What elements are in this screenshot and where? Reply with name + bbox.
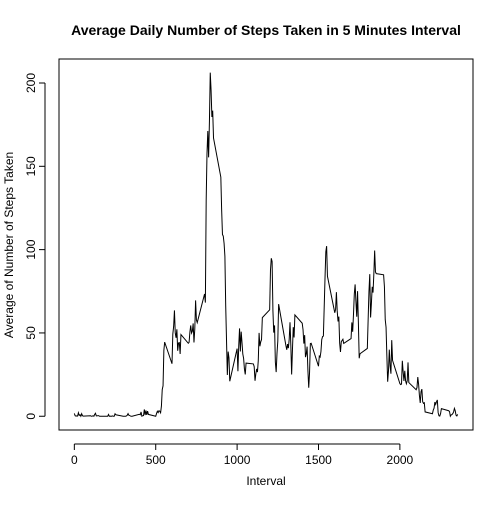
y-tick-label: 150: [24, 156, 38, 176]
x-tick-label: 500: [146, 453, 166, 467]
x-tick-label: 2000: [387, 453, 414, 467]
y-tick-label: 0: [24, 413, 38, 420]
y-tick-label: 200: [24, 73, 38, 93]
y-tick-label: 100: [24, 239, 38, 259]
x-tick-label: 1000: [224, 453, 251, 467]
plot-box: [58, 58, 474, 431]
data-line: [73, 72, 459, 418]
x-tick-label: 1500: [305, 453, 332, 467]
y-tick-label: 50: [24, 326, 38, 340]
y-axis-label: Average of Number of Steps Taken: [2, 152, 16, 338]
x-tick-label: 0: [71, 453, 78, 467]
chart-title: Average Daily Number of Steps Taken in 5…: [71, 22, 461, 38]
x-axis-label: Interval: [246, 474, 285, 488]
